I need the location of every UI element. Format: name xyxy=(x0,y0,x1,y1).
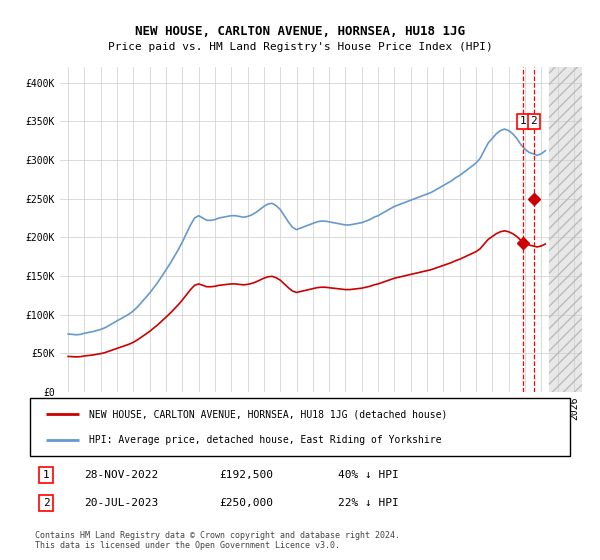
Text: 1: 1 xyxy=(520,116,527,127)
Text: NEW HOUSE, CARLTON AVENUE, HORNSEA, HU18 1JG (detached house): NEW HOUSE, CARLTON AVENUE, HORNSEA, HU18… xyxy=(89,409,448,419)
Text: 22% ↓ HPI: 22% ↓ HPI xyxy=(338,498,398,508)
FancyBboxPatch shape xyxy=(30,398,570,456)
Bar xyxy=(550,67,582,392)
Text: NEW HOUSE, CARLTON AVENUE, HORNSEA, HU18 1JG: NEW HOUSE, CARLTON AVENUE, HORNSEA, HU18… xyxy=(135,25,465,38)
Text: £192,500: £192,500 xyxy=(219,470,273,480)
Text: Price paid vs. HM Land Registry's House Price Index (HPI): Price paid vs. HM Land Registry's House … xyxy=(107,42,493,52)
Text: £250,000: £250,000 xyxy=(219,498,273,508)
Text: Contains HM Land Registry data © Crown copyright and database right 2024.
This d: Contains HM Land Registry data © Crown c… xyxy=(35,531,400,550)
Text: 40% ↓ HPI: 40% ↓ HPI xyxy=(338,470,398,480)
Text: 28-NOV-2022: 28-NOV-2022 xyxy=(84,470,158,480)
Bar xyxy=(550,67,582,392)
Text: 1: 1 xyxy=(43,470,50,480)
Text: HPI: Average price, detached house, East Riding of Yorkshire: HPI: Average price, detached house, East… xyxy=(89,435,442,445)
Text: 2: 2 xyxy=(43,498,50,508)
Text: 20-JUL-2023: 20-JUL-2023 xyxy=(84,498,158,508)
Text: 2: 2 xyxy=(530,116,537,127)
